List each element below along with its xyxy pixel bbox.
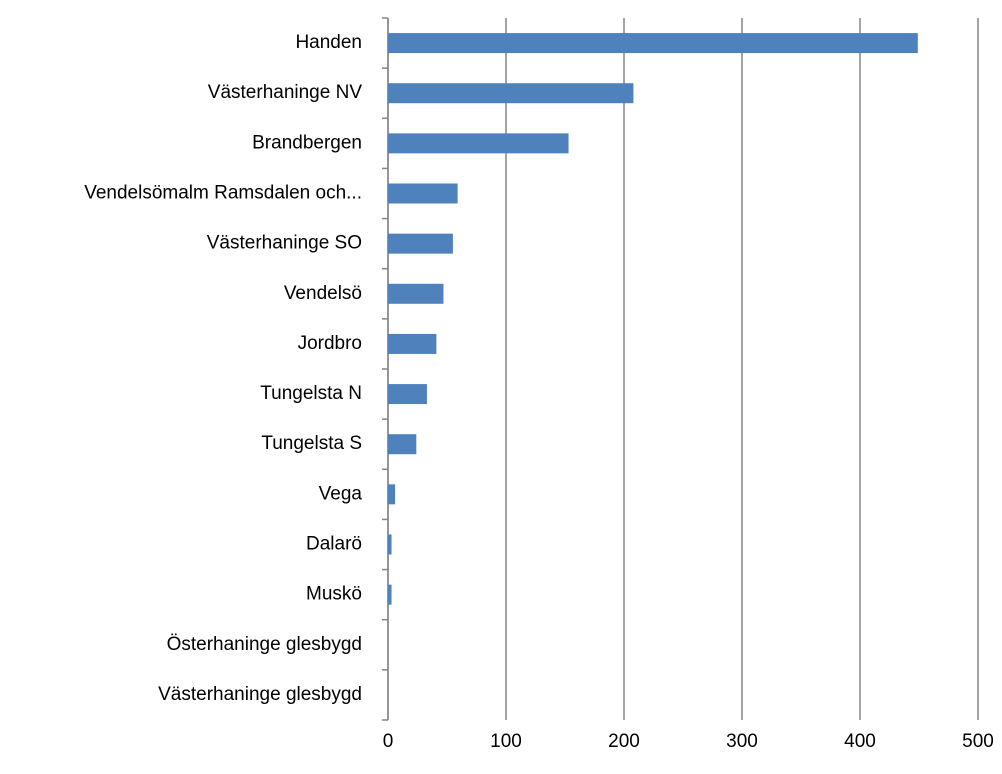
y-tick-label: Tungelsta N: [260, 383, 362, 404]
y-tick-label: Vendelsömalm Ramsdalen och...: [84, 183, 362, 204]
bar: [388, 183, 458, 204]
y-tick-label: Handen: [295, 32, 362, 53]
y-tick-label: Tungelsta S: [261, 433, 362, 454]
x-tick-label: 400: [844, 731, 876, 752]
bar: [388, 434, 417, 455]
bar: [388, 83, 634, 104]
y-tick-label: Västerhaninge NV: [208, 82, 363, 103]
bar: [388, 484, 396, 505]
bar: [388, 534, 392, 555]
x-tick-label: 0: [383, 731, 394, 752]
x-tick-label: 200: [608, 731, 640, 752]
y-tick-label: Österhaninge glesbygd: [167, 634, 362, 655]
bar: [388, 33, 918, 54]
x-tick-label: 300: [726, 731, 758, 752]
bar: [388, 133, 569, 154]
x-tick-label: 500: [962, 731, 994, 752]
x-tick-label: 100: [490, 731, 522, 752]
y-tick-label: Brandbergen: [252, 132, 362, 153]
y-tick-label: Västerhaninge SO: [207, 233, 362, 254]
bar: [388, 283, 444, 304]
y-tick-label: Vega: [319, 483, 363, 504]
bar: [388, 384, 427, 405]
y-tick-label: Muskö: [306, 584, 362, 605]
y-tick-label: Jordbro: [298, 333, 362, 354]
y-tick-label: Dalarö: [306, 534, 362, 555]
bar: [388, 233, 453, 254]
bar: [388, 333, 437, 354]
y-tick-label: Vendelsö: [284, 283, 362, 304]
y-tick-label: Västerhaninge glesbygd: [158, 684, 362, 705]
bar: [388, 584, 392, 605]
